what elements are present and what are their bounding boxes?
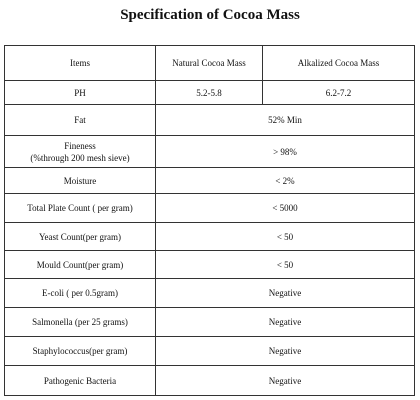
cell: Negative [155, 336, 415, 366]
cell: Mould Count(per gram) [4, 250, 156, 279]
cell: Total Plate Count ( per gram) [4, 193, 156, 223]
spec-table: Items Natural Cocoa Mass Alkalized Cocoa M… [4, 45, 415, 396]
cell: Items [4, 45, 156, 81]
cell: < 2% [155, 167, 415, 194]
cell: Yeast Count(per gram) [4, 222, 156, 251]
cell: 52% Min [155, 104, 415, 136]
row: Fat 52% Min [4, 104, 415, 136]
row: Total Plate Count ( per gram) < 5000 [4, 193, 415, 223]
row: Salmonella (per 25 grams) Negative [4, 307, 415, 337]
header-row: Items Natural Cocoa Mass Alkalized Cocoa M… [4, 45, 415, 81]
row: Mould Count(per gram) < 50 [4, 250, 415, 279]
row: Staphylococcus(per gram) Negative [4, 336, 415, 366]
cell-line: (%through 200 mesh sieve) [30, 152, 130, 163]
row: Yeast Count(per gram) < 50 [4, 222, 415, 251]
cell: 6.2-7.2 [262, 80, 415, 105]
row: Pathogenic Bacteria Negative [4, 365, 415, 396]
cell: Staphylococcus(per gram) [4, 336, 156, 366]
cell: Negative [155, 278, 415, 308]
cell-line: Fineness [64, 140, 96, 151]
cell: Negative [155, 365, 415, 396]
row: E-coli ( per 0.5gram) Negative [4, 278, 415, 308]
cell: Natural Cocoa Mass [155, 45, 263, 81]
row: PH 5.2-5.8 6.2-7.2 [4, 80, 415, 105]
cell: E-coli ( per 0.5gram) [4, 278, 156, 308]
cell: 5.2-5.8 [155, 80, 263, 105]
cell: Pathogenic Bacteria [4, 365, 156, 396]
cell: Fineness (%through 200 mesh sieve) [4, 135, 156, 168]
row: Moisture < 2% [4, 167, 415, 194]
cell: Salmonella (per 25 grams) [4, 307, 156, 337]
cell: PH [4, 80, 156, 105]
cell: Negative [155, 307, 415, 337]
cell: < 5000 [155, 193, 415, 223]
cell: < 50 [155, 222, 415, 251]
cell: > 98% [155, 135, 415, 168]
row: Fineness (%through 200 mesh sieve) > 98% [4, 135, 415, 168]
cell: Fat [4, 104, 156, 136]
cell: Alkalized Cocoa Mass [262, 45, 415, 81]
title: Specification of Cocoa Mass [120, 7, 300, 23]
cell: < 50 [155, 250, 415, 279]
cell: Moisture [4, 167, 156, 194]
